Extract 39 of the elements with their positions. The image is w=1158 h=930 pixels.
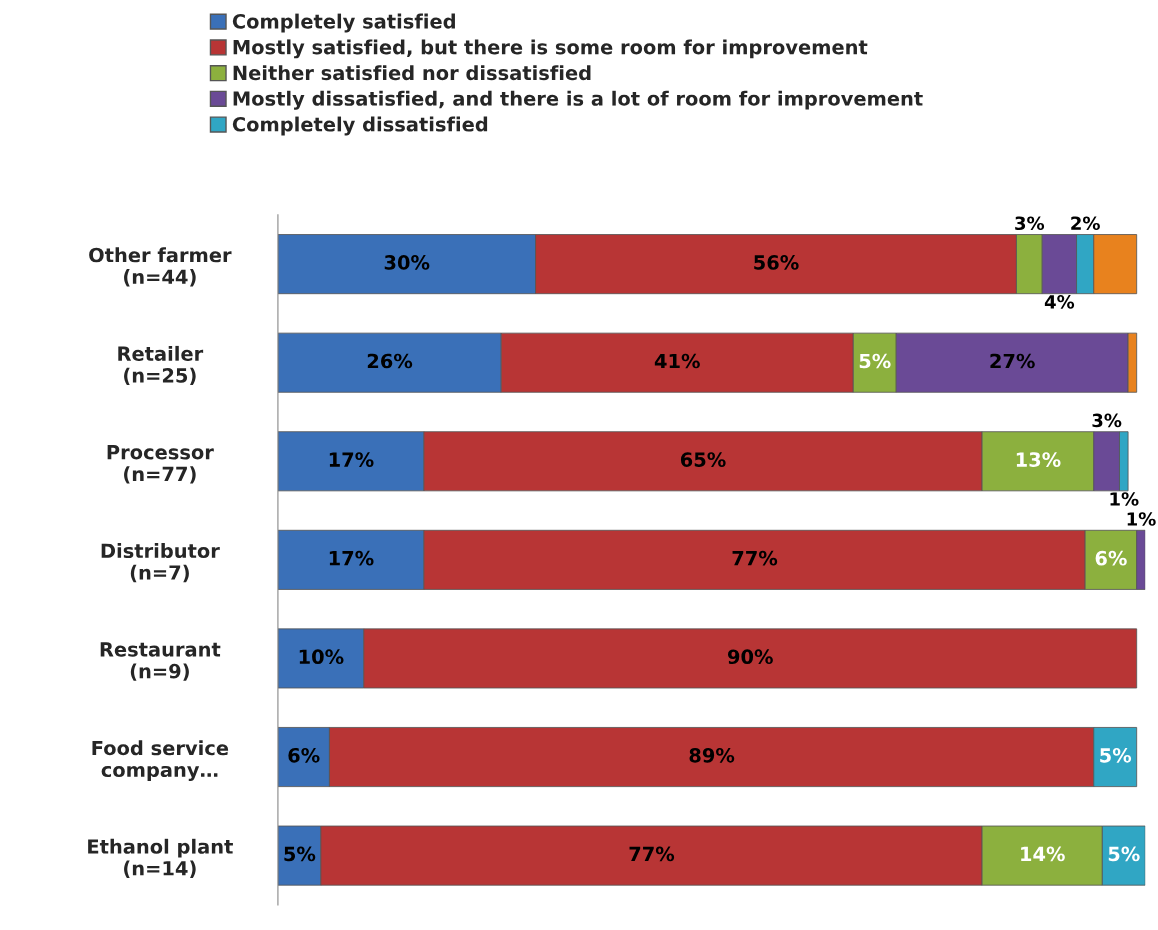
data-label: 77%: [629, 846, 675, 862]
data-label: 6%: [288, 747, 320, 763]
y-tick-label: Restaurant (n=9): [100, 642, 221, 681]
data-label: 90%: [727, 649, 773, 665]
y-tick-label: Retailer (n=25): [118, 345, 204, 386]
legend-label: Neither satisfied nor dissatisfied: [233, 65, 591, 81]
data-label: 41%: [654, 353, 700, 369]
legend-label: Mostly dissatisfied, and there is a lot of room for improvement: [233, 90, 923, 110]
data-label: 2%: [1071, 216, 1100, 231]
data-label: 1%: [1127, 512, 1156, 526]
data-label: 77%: [732, 550, 778, 566]
legend-label: Mostly satisfied, but there is some room for improvement: [233, 39, 868, 59]
data-label: 14%: [1021, 846, 1065, 862]
data-label: 89%: [689, 747, 735, 763]
data-label: 65%: [680, 452, 726, 467]
legend-label: Completely satisfied: [232, 13, 455, 33]
data-label: 6%: [1095, 550, 1127, 566]
data-label: 5%: [859, 353, 891, 369]
data-label: 1%: [1110, 492, 1139, 506]
data-label: 3%: [1092, 413, 1122, 428]
data-label: 27%: [990, 353, 1035, 369]
data-label: 17%: [329, 452, 374, 467]
data-label: 4%: [1044, 295, 1075, 309]
y-tick-label: Ethanol plant (n=14): [88, 838, 233, 878]
y-tick-label: Processor (n=77): [107, 445, 214, 484]
data-label: 3%: [1015, 216, 1045, 231]
y-tick-label: Other farmer (n=44): [89, 247, 232, 287]
data-label: 13%: [1016, 452, 1061, 467]
data-label: 30%: [384, 255, 430, 270]
data-label: 5%: [284, 846, 316, 862]
data-label: 5%: [1108, 846, 1140, 862]
data-label: 56%: [754, 255, 799, 270]
y-tick-label: Food service company…: [92, 740, 229, 782]
data-label: 26%: [367, 353, 413, 369]
y-tick-label: Distributor (n=7): [101, 543, 220, 583]
data-label: 10%: [299, 649, 344, 665]
data-label: 17%: [329, 550, 374, 566]
legend-label: Completely dissatisfied: [232, 116, 488, 136]
data-label: 5%: [1100, 747, 1132, 763]
